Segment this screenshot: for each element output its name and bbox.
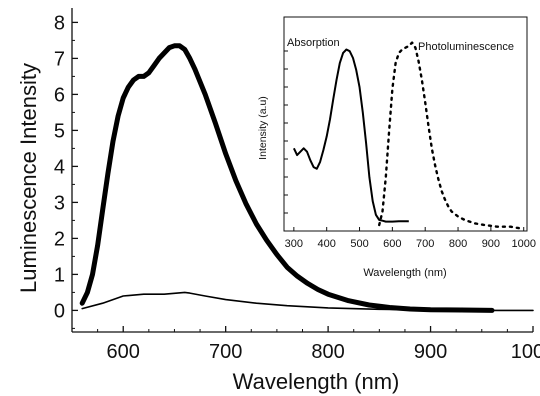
y-tick-label: 8 (54, 12, 65, 34)
y-tick-label: 1 (54, 264, 65, 286)
photoluminescence-line (378, 41, 522, 230)
inset-x-tick-label: 600 (383, 238, 401, 250)
x-tick-label: 900 (414, 341, 447, 363)
x-tick-label: 800 (311, 341, 344, 363)
absorption-label: Absorption (287, 37, 340, 49)
x-tick-label: 1000 (511, 341, 540, 363)
inset-x-tick-label: 400 (318, 238, 336, 250)
absorption-line (292, 48, 409, 223)
inset-x-tick-label: 300 (285, 238, 303, 250)
y-tick-label: 2 (54, 228, 65, 250)
inset-frame (283, 16, 528, 232)
x-axis-label: Wavelength (nm) (233, 369, 400, 394)
inset-x-tick-label: 700 (416, 238, 434, 250)
luminescence-thin-line (81, 291, 534, 312)
y-tick-label: 4 (54, 156, 65, 178)
y-tick-label: 6 (54, 84, 65, 106)
inset-x-tick-label: 900 (482, 238, 500, 250)
inset-x-tick-label: 1000 (511, 238, 535, 250)
x-tick-label: 700 (209, 341, 242, 363)
photoluminescence-label: Photoluminescence (418, 41, 514, 53)
inset-y-axis-label: Intensity (a.u) (257, 96, 269, 160)
luminescence-thick-line (79, 43, 495, 313)
x-tick-label: 600 (107, 341, 140, 363)
inset-x-axis-label: Wavelength (nm) (363, 267, 446, 279)
y-tick-label: 7 (54, 48, 65, 70)
inset-x-tick-label: 800 (449, 238, 467, 250)
y-tick-label: 5 (54, 120, 65, 142)
y-axis-label: Luminescence Intensity (16, 63, 41, 293)
y-tick-label: 3 (54, 192, 65, 214)
y-tick-label: 0 (54, 300, 65, 322)
inset-x-tick-label: 500 (350, 238, 368, 250)
